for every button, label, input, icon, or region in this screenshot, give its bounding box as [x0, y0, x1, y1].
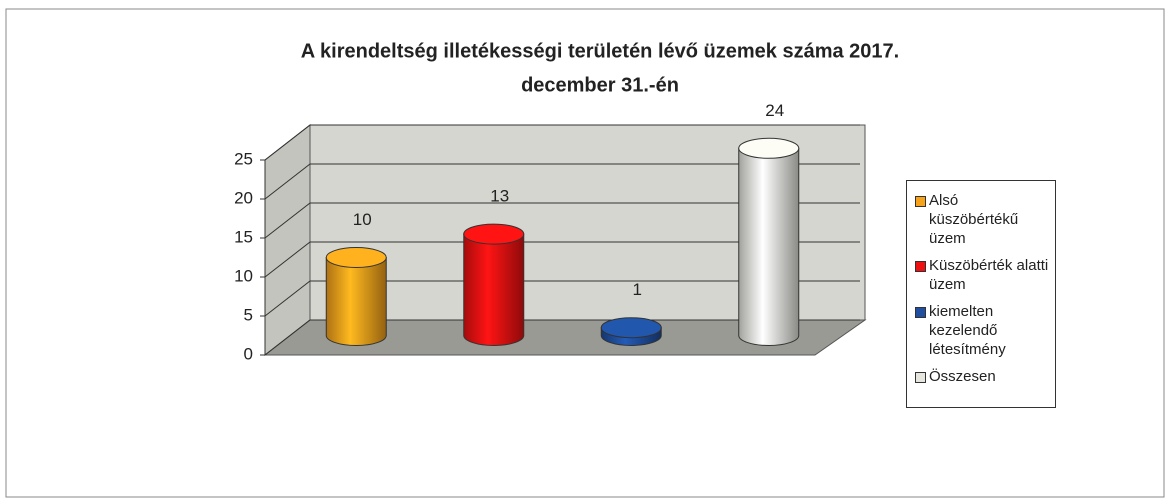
legend-swatch: [915, 372, 926, 383]
legend-label: kiemelten kezelendő létesítmény: [929, 303, 1006, 358]
y-tick-label: 25: [234, 149, 253, 168]
grid-line: [264, 241, 860, 278]
bar: [463, 233, 525, 346]
side-wall: [264, 123, 311, 357]
grid-line: [264, 202, 860, 239]
y-tick-label: 15: [234, 227, 253, 246]
y-tick-label: 20: [234, 188, 253, 207]
grid-line: [264, 124, 860, 161]
legend-swatch: [915, 196, 926, 207]
data-label: 1: [633, 280, 642, 299]
grid-line: [264, 163, 860, 200]
legend-item: Küszöbérték alatti üzem: [915, 256, 1051, 294]
legend-label: Összesen: [929, 368, 996, 385]
legend-item: Alsó küszöbértékű üzem: [915, 191, 1051, 248]
bar: [738, 147, 800, 346]
data-label: 10: [353, 210, 372, 229]
legend-label: Alsó küszöbértékű üzem: [929, 192, 1019, 247]
legend-item: Összesen: [915, 367, 1051, 386]
legend-swatch: [915, 307, 926, 318]
bar-top: [325, 247, 387, 268]
grid-line: [264, 280, 860, 317]
legend: Alsó küszöbértékű üzem Küszöbérték alatti…: [906, 180, 1056, 408]
bar-top: [600, 317, 662, 339]
data-label: 13: [490, 187, 509, 206]
bar-top: [738, 137, 800, 159]
bar: [325, 257, 387, 346]
bar-top: [463, 223, 525, 245]
chart-title: december 31.-én: [521, 74, 679, 96]
y-tick-label: 10: [234, 266, 253, 285]
legend-label: Küszöbérték alatti üzem: [929, 257, 1049, 293]
legend-item: kiemelten kezelendő létesítmény: [915, 302, 1051, 359]
grid-line: [264, 319, 860, 356]
y-tick-label: 5: [244, 305, 253, 324]
data-label: 24: [765, 101, 784, 120]
legend-swatch: [915, 261, 926, 272]
chart-title: A kirendeltség illetékességi területén l…: [301, 40, 899, 62]
y-tick-label: 0: [244, 344, 253, 363]
